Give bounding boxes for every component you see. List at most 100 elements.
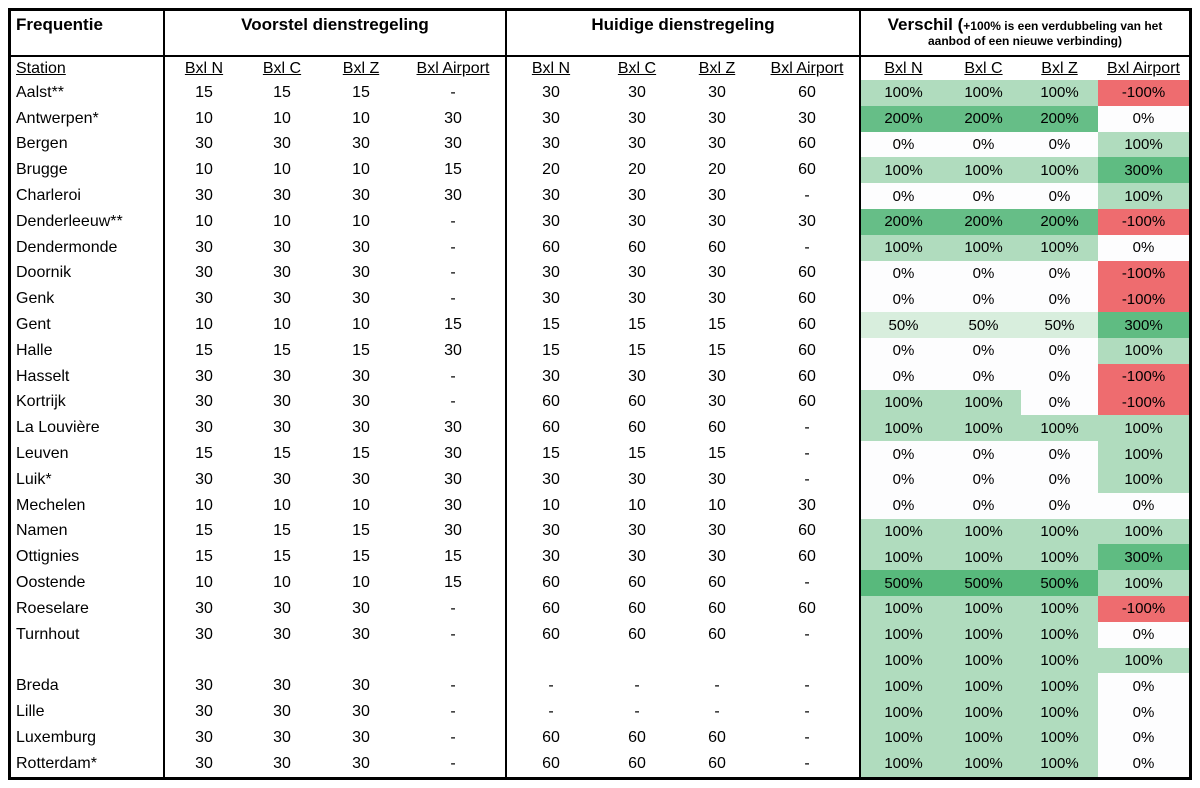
voorstel-oostende-bxl-airport: 15 bbox=[444, 574, 462, 592]
huidige-bergen-bxl-c: 30 bbox=[628, 135, 646, 153]
huidige-la-louvi-re-bxl-c: 60 bbox=[628, 419, 646, 437]
huidige-ottignies-bxl-c: 30 bbox=[628, 548, 646, 566]
station-cell-ottignies: Ottignies bbox=[16, 548, 80, 566]
voorstel-ottignies-bxl-airport: 15 bbox=[444, 548, 462, 566]
station-cell-la-louvi-re: La Louvière bbox=[16, 419, 100, 437]
huidige-halle-bxl-z: 15 bbox=[708, 341, 726, 359]
verschil-brugge-bxl-n: 100% bbox=[859, 157, 946, 184]
huidige-leuven-bxl-n: 15 bbox=[505, 441, 595, 467]
subheader-station: Station bbox=[16, 59, 66, 77]
station-cell-luxemburg: Luxemburg bbox=[16, 728, 97, 746]
voorstel-kortrijk-bxl-n: 30 bbox=[163, 389, 243, 416]
huidige-empty-bxl-n bbox=[505, 647, 595, 674]
huidige-namen-bxl-n: 30 bbox=[505, 518, 595, 545]
voorstel-ottignies-bxl-c: 15 bbox=[273, 548, 291, 566]
huidige-mechelen-bxl-c: 10 bbox=[628, 496, 646, 514]
frequency-table: Frequentie Voorstel dienstregeling Huidi… bbox=[8, 8, 1192, 780]
huidige-luik-bxl-n: 30 bbox=[505, 466, 595, 493]
verschil-gent-bxl-c: 50% bbox=[946, 312, 1021, 338]
subheader-huidige-bxl-c: Bxl C bbox=[617, 59, 657, 77]
voorstel-lille-bxl-airport: - bbox=[450, 703, 456, 721]
verschil-mechelen-bxl-n: 0% bbox=[859, 492, 946, 519]
huidige-hasselt-bxl-z: 30 bbox=[708, 367, 726, 385]
huidige-charleroi-bxl-c: 30 bbox=[628, 187, 646, 205]
verschil-antwerpen-bxl-z: 200% bbox=[1021, 105, 1098, 132]
verschil-luik-bxl-airport: 100% bbox=[1098, 466, 1189, 493]
huidige-hasselt-bxl-airport: 60 bbox=[798, 367, 816, 385]
verschil-aalst-bxl-z: 100% bbox=[1021, 80, 1098, 106]
verschil-kortrijk-bxl-n: 100% bbox=[859, 389, 946, 416]
verschil-gent-bxl-airport: 300% bbox=[1098, 312, 1189, 338]
voorstel-empty-bxl-z bbox=[321, 648, 401, 674]
verschil-luik-bxl-z: 0% bbox=[1021, 466, 1098, 493]
verschil-lille-bxl-z: 100% bbox=[1021, 699, 1098, 725]
verschil-antwerpen-bxl-airport: 0% bbox=[1098, 105, 1189, 132]
huidige-turnhout-bxl-airport: - bbox=[804, 625, 810, 643]
huidige-kortrijk-bxl-airport: 60 bbox=[798, 393, 816, 411]
voorstel-hasselt-bxl-airport: - bbox=[450, 367, 456, 385]
verschil-genk-bxl-c: 0% bbox=[946, 286, 1021, 313]
huidige-doornik-bxl-airport: 60 bbox=[798, 264, 816, 282]
header-huidige-dienstregeling: Huidige dienstregeling bbox=[505, 11, 859, 57]
huidige-denderleeuw-bxl-airport: 30 bbox=[798, 212, 816, 230]
voorstel-leuven-bxl-airport: 30 bbox=[444, 445, 462, 463]
voorstel-brugge-bxl-n: 10 bbox=[163, 157, 243, 184]
huidige-denderleeuw-bxl-n: 30 bbox=[505, 208, 595, 235]
voorstel-roeselare-bxl-n: 30 bbox=[163, 595, 243, 622]
huidige-antwerpen-bxl-z: 30 bbox=[708, 109, 726, 127]
huidige-doornik-bxl-z: 30 bbox=[708, 264, 726, 282]
verschil-mechelen-bxl-c: 0% bbox=[946, 492, 1021, 519]
huidige-dendermonde-bxl-z: 60 bbox=[708, 238, 726, 256]
huidige-gent-bxl-n: 15 bbox=[505, 312, 595, 338]
huidige-dendermonde-bxl-c: 60 bbox=[628, 238, 646, 256]
huidige-kortrijk-bxl-n: 60 bbox=[505, 389, 595, 416]
huidige-rotterdam-bxl-n: 60 bbox=[505, 750, 595, 777]
verschil-oostende-bxl-z: 500% bbox=[1021, 570, 1098, 596]
verschil-charleroi-bxl-z: 0% bbox=[1021, 183, 1098, 209]
huidige-empty-bxl-z bbox=[679, 648, 755, 674]
verschil-lille-bxl-airport: 0% bbox=[1098, 699, 1189, 725]
huidige-ottignies-bxl-n: 30 bbox=[505, 544, 595, 571]
voorstel-luik-bxl-c: 30 bbox=[273, 470, 291, 488]
subheader-huidige-bxl-z: Bxl Z bbox=[698, 59, 736, 77]
huidige-aalst-bxl-z: 30 bbox=[708, 83, 726, 101]
voorstel-genk-bxl-n: 30 bbox=[163, 286, 243, 313]
verschil-halle-bxl-airport: 100% bbox=[1098, 337, 1189, 364]
subheader-huidige-bxl-airport: Bxl Airport bbox=[770, 59, 844, 77]
voorstel-namen-bxl-c: 15 bbox=[273, 522, 291, 540]
voorstel-doornik-bxl-c: 30 bbox=[273, 264, 291, 282]
voorstel-rotterdam-bxl-airport: - bbox=[450, 754, 456, 772]
voorstel-lille-bxl-c: 30 bbox=[273, 703, 291, 721]
huidige-lille-bxl-z: - bbox=[714, 703, 720, 721]
huidige-leuven-bxl-c: 15 bbox=[628, 445, 646, 463]
verschil-dendermonde-bxl-n: 100% bbox=[859, 234, 946, 261]
verschil-ottignies-bxl-n: 100% bbox=[859, 544, 946, 571]
voorstel-roeselare-bxl-z: 30 bbox=[352, 599, 370, 617]
voorstel-antwerpen-bxl-z: 10 bbox=[352, 109, 370, 127]
station-cell-hasselt: Hasselt bbox=[16, 367, 70, 385]
verschil-aalst-bxl-c: 100% bbox=[946, 80, 1021, 106]
verschil-bergen-bxl-z: 0% bbox=[1021, 131, 1098, 158]
verschil-ottignies-bxl-airport: 300% bbox=[1098, 544, 1189, 571]
voorstel-oostende-bxl-c: 10 bbox=[273, 574, 291, 592]
verschil-hasselt-bxl-airport: -100% bbox=[1098, 363, 1189, 390]
voorstel-luxemburg-bxl-c: 30 bbox=[273, 728, 291, 746]
huidige-rotterdam-bxl-z: 60 bbox=[708, 754, 726, 772]
station-cell-bergen: Bergen bbox=[16, 135, 68, 153]
huidige-oostende-bxl-airport: - bbox=[804, 574, 810, 592]
huidige-doornik-bxl-c: 30 bbox=[628, 264, 646, 282]
station-cell-dendermonde: Dendermonde bbox=[16, 238, 118, 256]
verschil-dendermonde-bxl-c: 100% bbox=[946, 234, 1021, 261]
huidige-turnhout-bxl-z: 60 bbox=[708, 625, 726, 643]
huidige-oostende-bxl-z: 60 bbox=[708, 574, 726, 592]
verschil-doornik-bxl-c: 0% bbox=[946, 260, 1021, 287]
voorstel-hasselt-bxl-c: 30 bbox=[273, 367, 291, 385]
huidige-charleroi-bxl-n: 30 bbox=[505, 183, 595, 209]
station-cell-lille: Lille bbox=[16, 703, 45, 721]
huidige-mechelen-bxl-airport: 30 bbox=[798, 496, 816, 514]
subheader-voorstel-bxl-c: Bxl C bbox=[262, 59, 302, 77]
voorstel-halle-bxl-airport: 30 bbox=[444, 341, 462, 359]
voorstel-rotterdam-bxl-n: 30 bbox=[163, 750, 243, 777]
voorstel-mechelen-bxl-n: 10 bbox=[163, 492, 243, 519]
huidige-turnhout-bxl-c: 60 bbox=[628, 625, 646, 643]
